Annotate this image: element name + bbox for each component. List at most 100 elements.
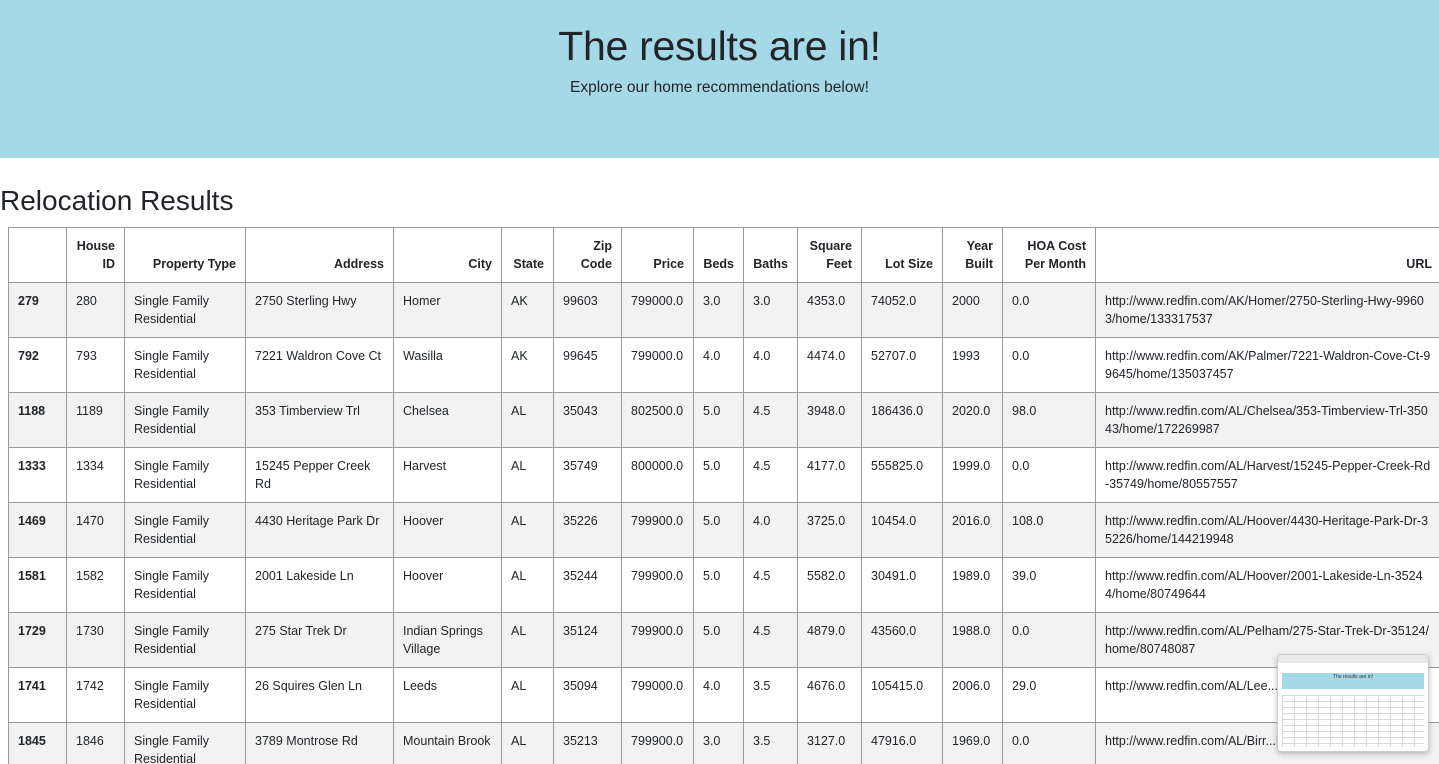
table-cell: 1582 <box>66 557 125 613</box>
table-cell: 1469 <box>8 502 67 558</box>
table-cell: Single Family Residential <box>124 502 246 558</box>
table-cell: 799000.0 <box>621 337 694 393</box>
table-cell: 7221 Waldron Cove Ct <box>245 337 394 393</box>
table-cell: 108.0 <box>1002 502 1096 558</box>
table-cell: 1189 <box>66 392 125 448</box>
table-cell: 1846 <box>66 722 125 764</box>
table-cell: 35244 <box>553 557 622 613</box>
table-cell: 3725.0 <box>797 502 862 558</box>
table-cell: 1989.0 <box>942 557 1003 613</box>
table-cell: 0.0 <box>1002 337 1096 393</box>
table-cell: 2750 Sterling Hwy <box>245 282 394 338</box>
listing-url-cell: http://www.redfin.com/AL/Hoover/4430-Her… <box>1095 502 1439 558</box>
table-cell: 1333 <box>8 447 67 503</box>
column-header-3: Address <box>245 227 394 283</box>
results-table-container: House ID Property Type Address City State Zip… <box>8 227 1439 764</box>
table-cell: 5.0 <box>693 392 744 448</box>
table-cell: 353 Timberview Trl <box>245 392 394 448</box>
table-cell: 4.5 <box>743 392 798 448</box>
table-cell: AK <box>501 282 554 338</box>
table-cell: Hoover <box>393 557 502 613</box>
column-header-2: Property Type <box>124 227 246 283</box>
hero-title: The results are in! <box>558 23 881 69</box>
table-row: 279 280 Single Family Residential 2750 Ster… <box>8 282 1439 338</box>
table-cell: 279 <box>8 282 67 338</box>
table-cell: 3948.0 <box>797 392 862 448</box>
table-cell: AL <box>501 667 554 723</box>
table-cell: 105415.0 <box>861 667 943 723</box>
table-cell: 1742 <box>66 667 125 723</box>
table-cell: 0.0 <box>1002 282 1096 338</box>
table-cell: AL <box>501 447 554 503</box>
column-header-0 <box>8 227 67 283</box>
table-cell: 1729 <box>8 612 67 668</box>
hero-banner: The results are in! Explore our home rec… <box>0 0 1439 158</box>
column-header-5: State <box>501 227 554 283</box>
thumbnail-title: The results are in! <box>1332 674 1374 680</box>
section-title: Relocation Results <box>0 185 234 216</box>
table-cell: 799900.0 <box>621 502 694 558</box>
table-cell: 186436.0 <box>861 392 943 448</box>
table-cell: 3789 Montrose Rd <box>245 722 394 764</box>
table-cell: 39.0 <box>1002 557 1096 613</box>
table-cell: 4.5 <box>743 557 798 613</box>
listing-url-cell: http://www.redfin.com/AL/Chelsea/353-Tim… <box>1095 392 1439 448</box>
table-cell: 43560.0 <box>861 612 943 668</box>
table-cell: 0.0 <box>1002 612 1096 668</box>
table-cell: 793 <box>66 337 125 393</box>
table-cell: AL <box>501 722 554 764</box>
listing-url-cell: http://www.redfin.com/AK/Homer/2750-Ster… <box>1095 282 1439 338</box>
table-cell: 99603 <box>553 282 622 338</box>
table-cell: AL <box>501 392 554 448</box>
table-cell: 4879.0 <box>797 612 862 668</box>
table-cell: 2006.0 <box>942 667 1003 723</box>
table-cell: 3.0 <box>693 722 744 764</box>
table-cell: Hoover <box>393 502 502 558</box>
listing-url-cell: http://www.redfin.com/AL/Hoover/2001-Lak… <box>1095 557 1439 613</box>
table-row: 1188 1189 Single Family Residential 353 Tim… <box>8 392 1439 448</box>
table-cell: 5.0 <box>693 557 744 613</box>
table-cell: 4.0 <box>743 337 798 393</box>
hero-subtitle: Explore our home recommendations below! <box>570 79 869 96</box>
table-cell: 4.0 <box>693 667 744 723</box>
table-cell: 800000.0 <box>621 447 694 503</box>
thumbnail-hero <box>1282 673 1424 689</box>
thumbnail-table-preview <box>1282 695 1424 747</box>
table-row: 1333 1334 Single Family Residential 15245 P… <box>8 447 1439 503</box>
table-cell: 5.0 <box>693 447 744 503</box>
table-cell: 2001 Lakeside Ln <box>245 557 394 613</box>
table-header: House ID Property Type Address City State Zip… <box>8 227 1439 283</box>
table-cell: 555825.0 <box>861 447 943 503</box>
table-row: 1469 1470 Single Family Residential 4430 He… <box>8 502 1439 558</box>
table-cell: 792 <box>8 337 67 393</box>
table-cell: 1845 <box>8 722 67 764</box>
table-cell: 35226 <box>553 502 622 558</box>
table-cell: 74052.0 <box>861 282 943 338</box>
table-cell: 2016.0 <box>942 502 1003 558</box>
table-cell: AL <box>501 612 554 668</box>
table-cell: Single Family Residential <box>124 612 246 668</box>
screenshot-thumbnail[interactable]: The results are in! <box>1277 654 1429 752</box>
table-cell: Single Family Residential <box>124 392 246 448</box>
table-cell: 5.0 <box>693 612 744 668</box>
table-cell: Mountain Brook <box>393 722 502 764</box>
table-cell: 799900.0 <box>621 557 694 613</box>
column-header-7: Price <box>621 227 694 283</box>
table-cell: 1741 <box>8 667 67 723</box>
table-cell: 4.0 <box>743 502 798 558</box>
table-header-row: House ID Property Type Address City State Zip… <box>8 227 1439 283</box>
table-cell: 1730 <box>66 612 125 668</box>
table-cell: 35213 <box>553 722 622 764</box>
table-cell: Harvest <box>393 447 502 503</box>
table-cell: 4676.0 <box>797 667 862 723</box>
column-header-8: Beds <box>693 227 744 283</box>
table-cell: 30491.0 <box>861 557 943 613</box>
table-cell: 3127.0 <box>797 722 862 764</box>
table-cell: 280 <box>66 282 125 338</box>
table-cell: Indian Springs Village <box>393 612 502 668</box>
column-header-12: Year Built <box>942 227 1003 283</box>
table-cell: Single Family Residential <box>124 667 246 723</box>
table-cell: 1988.0 <box>942 612 1003 668</box>
table-cell: 275 Star Trek Dr <box>245 612 394 668</box>
table-cell: 0.0 <box>1002 722 1096 764</box>
